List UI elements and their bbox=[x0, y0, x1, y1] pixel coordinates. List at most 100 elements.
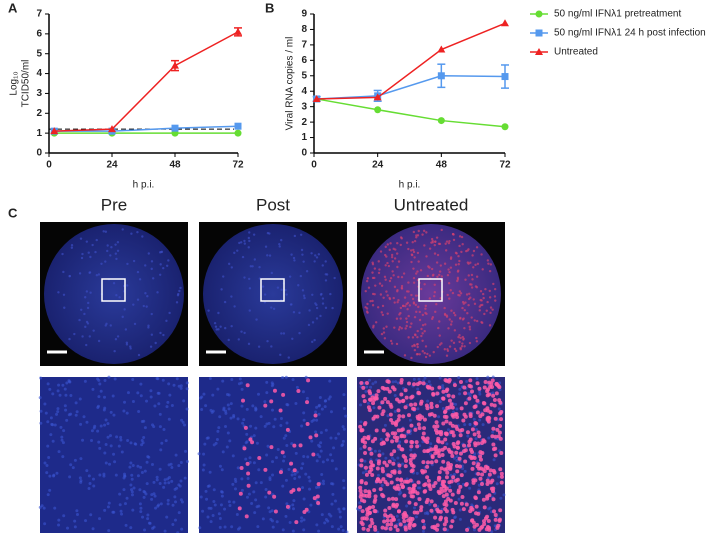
cell bbox=[142, 304, 145, 308]
nucleus bbox=[245, 432, 249, 436]
nucleus bbox=[79, 422, 83, 426]
nucleus bbox=[233, 487, 237, 491]
cell bbox=[421, 323, 425, 327]
nucleus bbox=[438, 400, 442, 404]
cell bbox=[385, 325, 388, 328]
nucleus bbox=[292, 507, 296, 511]
nucleus bbox=[136, 474, 140, 478]
cell bbox=[421, 313, 425, 317]
cell bbox=[247, 236, 251, 240]
cell bbox=[468, 325, 471, 329]
nucleus bbox=[321, 482, 325, 486]
infected-cell bbox=[272, 388, 277, 393]
cell bbox=[320, 292, 323, 296]
nucleus bbox=[144, 492, 148, 496]
cell bbox=[412, 281, 416, 284]
nucleus bbox=[215, 437, 219, 441]
infected-cell bbox=[388, 402, 393, 407]
nucleus bbox=[138, 488, 142, 492]
y-tick-label: 2 bbox=[36, 108, 42, 119]
cell bbox=[463, 308, 466, 312]
nucleus bbox=[113, 377, 117, 381]
infected-cell bbox=[461, 507, 466, 512]
x-tick-label: 48 bbox=[169, 160, 181, 171]
infected-cell bbox=[468, 384, 473, 389]
nucleus bbox=[324, 518, 328, 522]
infected-cell bbox=[389, 518, 394, 523]
well bbox=[361, 224, 501, 364]
infected-cell bbox=[459, 406, 464, 411]
nucleus bbox=[102, 472, 106, 476]
infected-cell bbox=[387, 459, 392, 464]
infected-cell bbox=[453, 500, 458, 505]
nucleus bbox=[281, 376, 285, 380]
cell bbox=[409, 249, 413, 252]
cell bbox=[483, 312, 486, 316]
infected-cell bbox=[272, 494, 277, 499]
nucleus bbox=[152, 480, 156, 484]
cell bbox=[102, 230, 105, 233]
infected-cell bbox=[490, 478, 495, 483]
nucleus bbox=[68, 475, 72, 479]
nucleus bbox=[51, 439, 55, 443]
cell bbox=[464, 278, 467, 281]
nucleus bbox=[133, 442, 137, 446]
cell bbox=[448, 318, 451, 321]
infected-cell bbox=[472, 456, 477, 461]
nucleus bbox=[53, 423, 57, 427]
nucleus bbox=[227, 407, 231, 411]
infected-cell bbox=[491, 442, 496, 447]
nucleus bbox=[421, 529, 425, 533]
cell bbox=[147, 326, 150, 329]
nucleus bbox=[497, 475, 501, 479]
nucleus bbox=[241, 421, 245, 425]
cell bbox=[243, 242, 247, 245]
infected-cell bbox=[257, 456, 262, 461]
nucleus bbox=[422, 522, 426, 526]
nucleus bbox=[478, 389, 482, 393]
nucleus bbox=[163, 481, 167, 485]
cell bbox=[154, 341, 157, 345]
cell bbox=[419, 269, 423, 272]
nucleus bbox=[104, 442, 108, 446]
infected-cell bbox=[401, 398, 406, 403]
nucleus bbox=[43, 522, 47, 526]
cell bbox=[428, 354, 432, 357]
cell bbox=[382, 296, 385, 299]
marker bbox=[171, 61, 179, 69]
infected-cell bbox=[403, 464, 408, 469]
cell bbox=[89, 291, 92, 294]
nucleus bbox=[74, 413, 78, 417]
nucleus bbox=[254, 406, 258, 410]
infected-cell bbox=[459, 501, 464, 506]
nucleus bbox=[142, 419, 146, 423]
cell bbox=[393, 301, 396, 304]
nucleus bbox=[502, 493, 506, 497]
nucleus bbox=[174, 453, 178, 457]
marker bbox=[234, 122, 242, 130]
infected-cell bbox=[461, 418, 466, 423]
infected-cell bbox=[447, 378, 452, 383]
infected-cell bbox=[464, 502, 469, 507]
infected-cell bbox=[440, 479, 445, 484]
infected-cell bbox=[242, 446, 247, 451]
nucleus bbox=[341, 528, 345, 532]
cell bbox=[494, 299, 497, 302]
cell bbox=[405, 320, 409, 324]
nucleus bbox=[185, 387, 189, 391]
infected-cell bbox=[423, 482, 428, 487]
infected-cell bbox=[433, 481, 438, 486]
infected-cell bbox=[296, 389, 301, 394]
cell bbox=[488, 324, 492, 327]
infected-cell bbox=[445, 405, 450, 410]
infected-cell bbox=[410, 494, 415, 499]
cell bbox=[270, 271, 273, 275]
cell bbox=[378, 282, 382, 285]
cell bbox=[418, 318, 422, 322]
infected-cell bbox=[478, 454, 483, 459]
infected-cell bbox=[408, 461, 413, 466]
nucleus bbox=[126, 438, 130, 442]
infected-cell bbox=[443, 499, 448, 504]
infected-cell bbox=[263, 467, 268, 472]
nucleus bbox=[426, 399, 430, 403]
